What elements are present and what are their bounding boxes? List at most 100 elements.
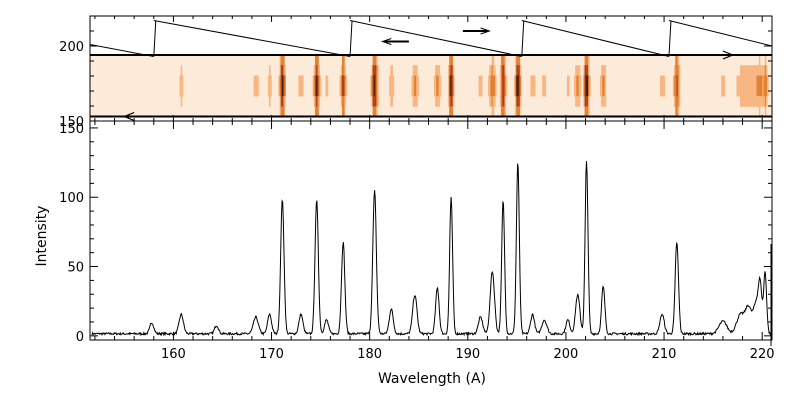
heatmap-cell bbox=[374, 55, 377, 66]
heatmap-cell bbox=[758, 55, 761, 66]
heatmap-cell bbox=[542, 75, 544, 87]
heatmap-cell bbox=[391, 85, 394, 97]
heatmap-cell bbox=[391, 75, 394, 87]
heatmap-cell bbox=[390, 85, 392, 97]
heatmap-cell bbox=[762, 96, 764, 107]
heatmap-cell bbox=[740, 96, 742, 107]
heatmap-cell bbox=[517, 96, 520, 107]
heatmap-cell bbox=[504, 106, 507, 117]
heatmap-cell bbox=[585, 75, 588, 87]
heatmap-cell bbox=[757, 65, 760, 76]
heatmap-cell bbox=[415, 85, 417, 97]
scan-jump bbox=[153, 20, 157, 57]
heatmap-cell bbox=[585, 96, 588, 107]
heatmap-cell bbox=[588, 96, 590, 107]
heatmap-cell bbox=[576, 85, 578, 97]
heatmap-cell bbox=[760, 85, 762, 97]
heatmap-cell bbox=[301, 85, 304, 97]
heatmap-cell bbox=[576, 65, 578, 76]
heatmap-cell bbox=[316, 75, 318, 87]
heatmap-cell bbox=[515, 106, 517, 117]
heatmap-cell bbox=[374, 106, 377, 117]
axes-frames bbox=[89, 15, 773, 341]
heatmap-cell bbox=[764, 106, 767, 117]
heatmap-cell bbox=[317, 75, 319, 87]
heatmap-cell bbox=[586, 75, 589, 87]
heatmap-cell bbox=[575, 65, 577, 76]
y-tick-label: 50 bbox=[67, 261, 84, 276]
heatmap-cell bbox=[314, 75, 317, 87]
heatmap-cell bbox=[740, 85, 742, 97]
heatmap-cell bbox=[544, 85, 547, 97]
heatmap-cell bbox=[765, 85, 768, 97]
heatmap-cell bbox=[519, 85, 522, 97]
heatmap-cell bbox=[370, 85, 372, 97]
heatmap-cell bbox=[181, 85, 184, 97]
heatmap-cell bbox=[742, 65, 744, 76]
heatmap-cell bbox=[760, 75, 762, 87]
heatmap-cell bbox=[488, 75, 490, 87]
heatmap-cell bbox=[435, 75, 437, 87]
heatmap-cell bbox=[450, 55, 452, 66]
heatmap-cell bbox=[500, 65, 503, 76]
heatmap-cell bbox=[584, 85, 587, 97]
heatmap-cell bbox=[577, 65, 580, 76]
heatmap-cell bbox=[489, 96, 491, 107]
heatmap-cell bbox=[676, 106, 678, 117]
heatmap-cell bbox=[280, 55, 283, 66]
heatmap-cell bbox=[603, 85, 605, 97]
heatmap-cell bbox=[602, 65, 604, 76]
heatmap-cell bbox=[519, 65, 522, 76]
heatmap-cell bbox=[279, 96, 282, 107]
heatmap-cell bbox=[299, 85, 302, 97]
heatmap-cell bbox=[491, 75, 494, 87]
heatmap-cell bbox=[500, 75, 503, 87]
heatmap-cell bbox=[749, 65, 752, 76]
heatmap-cell bbox=[283, 75, 285, 87]
x-tick-label: 190 bbox=[455, 347, 480, 362]
heatmap-cell bbox=[530, 85, 532, 97]
heatmap-cell bbox=[415, 65, 417, 76]
heatmap-cell bbox=[372, 55, 375, 66]
heatmap-cell bbox=[319, 85, 322, 97]
heatmap-cell bbox=[371, 85, 374, 97]
heatmap-cell bbox=[480, 85, 483, 97]
heatmap-cell bbox=[344, 65, 346, 76]
heatmap-cell bbox=[752, 75, 755, 87]
heatmap-cell bbox=[492, 85, 495, 97]
heatmap-cell bbox=[751, 65, 754, 76]
heatmap-cell bbox=[436, 65, 438, 76]
heatmap-cell bbox=[500, 96, 503, 107]
heatmap-cell bbox=[678, 96, 681, 107]
heatmap-cell bbox=[765, 96, 768, 107]
heatmap-cell bbox=[376, 55, 378, 66]
heatmap-cell bbox=[743, 96, 746, 107]
heatmap-cell bbox=[542, 85, 544, 97]
heatmap-cell bbox=[532, 75, 535, 87]
heatmap-cell bbox=[585, 65, 588, 76]
heatmap-cell bbox=[750, 85, 753, 97]
heatmap-cell bbox=[502, 85, 504, 97]
heatmap-cell bbox=[504, 96, 507, 107]
heatmap-cell bbox=[343, 75, 345, 87]
heatmap-cell bbox=[181, 75, 184, 87]
heatmap-cell bbox=[281, 85, 284, 97]
heatmap-cell bbox=[317, 85, 319, 97]
heatmap-cell bbox=[257, 85, 259, 97]
heatmap-cell bbox=[586, 85, 589, 97]
heatmap-cell bbox=[584, 75, 587, 87]
heatmap-cell bbox=[503, 75, 505, 87]
heatmap-cell bbox=[254, 75, 257, 87]
heatmap-cell bbox=[314, 55, 317, 66]
heatmap-cell bbox=[413, 96, 416, 107]
heatmap-cell bbox=[519, 96, 522, 107]
heatmap-cell bbox=[760, 65, 762, 76]
heatmap-cell bbox=[341, 75, 344, 87]
heatmap-cell bbox=[449, 96, 451, 107]
heatmap-cell bbox=[577, 96, 580, 107]
heatmap-cell bbox=[599, 85, 602, 97]
heatmap-cell bbox=[374, 85, 377, 97]
heatmap-cell bbox=[676, 65, 678, 76]
heatmap-cell bbox=[749, 96, 752, 107]
heatmap-cell bbox=[502, 65, 504, 76]
